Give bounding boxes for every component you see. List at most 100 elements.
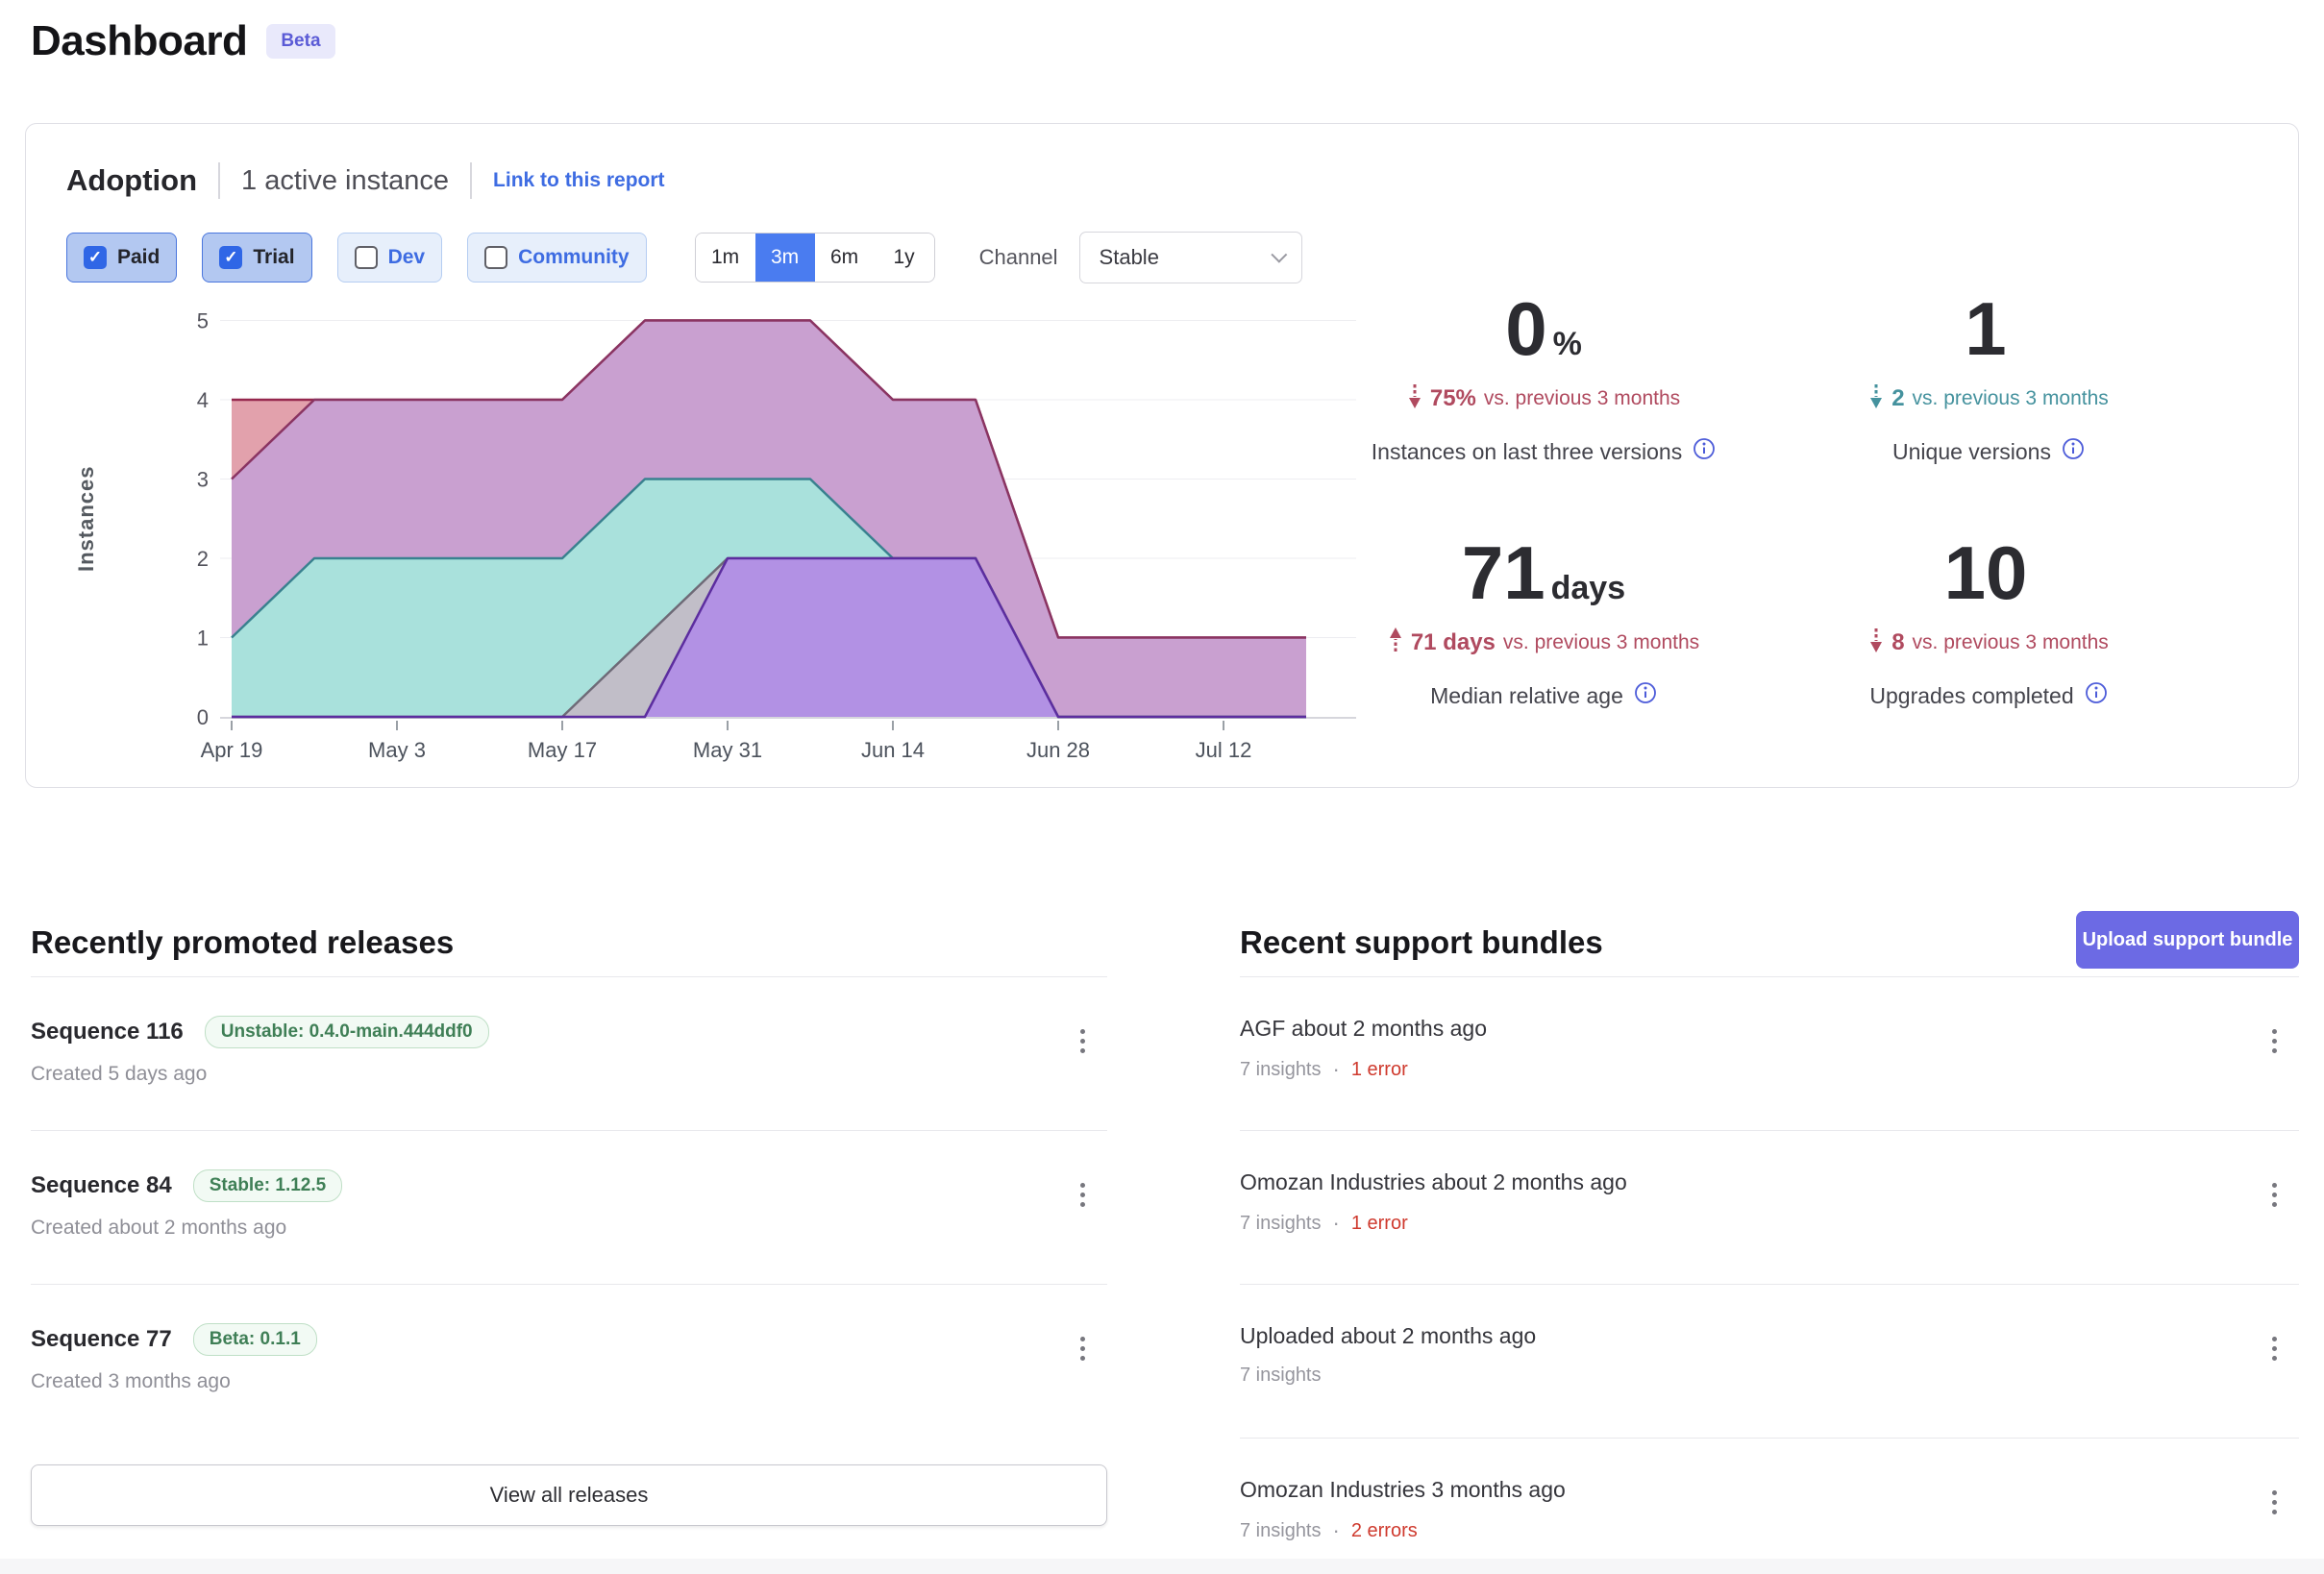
bundle-row[interactable]: Omozan Industries about 2 months ago 7 i… <box>1240 1130 2299 1284</box>
release-title: Sequence 116 <box>31 1019 184 1045</box>
range-1y[interactable]: 1y <box>874 234 934 282</box>
stat-delta: 71 days <box>1410 629 1496 655</box>
bundles-heading: Recent support bundles <box>1240 924 1603 960</box>
stat-unique-versions: 1 2 vs. previous 3 months Unique versions <box>1768 291 2210 466</box>
svg-text:3: 3 <box>197 468 209 492</box>
kebab-menu-icon[interactable] <box>1067 1173 1098 1216</box>
release-created: Created 3 months ago <box>31 1370 231 1392</box>
license-filters: ✓ Paid ✓ Trial Dev Community <box>66 233 647 283</box>
divider <box>470 162 473 199</box>
page-bottom-strip <box>0 1559 2324 1574</box>
dot-separator: · <box>1332 1518 1340 1542</box>
filter-label: Dev <box>387 246 426 268</box>
info-icon[interactable] <box>2062 437 2085 466</box>
release-row[interactable]: Sequence 84 Stable: 1.12.5 Created about… <box>31 1130 1107 1284</box>
filter-label: Community <box>518 246 630 268</box>
stat-value: 10 <box>1943 530 2028 615</box>
chevron-down-icon <box>1270 246 1287 263</box>
stat-unit: days <box>1550 570 1626 606</box>
stat-delta: 75% <box>1429 385 1476 411</box>
checkbox-icon[interactable] <box>484 246 508 269</box>
channel-control: Channel Stable <box>979 232 1302 283</box>
svg-text:May 3: May 3 <box>368 738 426 762</box>
release-row[interactable]: Sequence 77 Beta: 0.1.1 Created 3 months… <box>31 1284 1107 1438</box>
upload-support-bundle-button[interactable]: Upload support bundle <box>2076 911 2299 969</box>
filter-label: Trial <box>253 246 295 268</box>
release-row[interactable]: Sequence 116 Unstable: 0.4.0-main.444ddf… <box>31 976 1107 1130</box>
svg-text:Jun 14: Jun 14 <box>861 738 925 762</box>
bundle-row[interactable]: Uploaded about 2 months ago 7 insights · <box>1240 1284 2299 1438</box>
divider <box>218 162 221 199</box>
stat-delta-suffix: vs. previous 3 months <box>1912 631 2109 653</box>
svg-text:Jun 28: Jun 28 <box>1026 738 1090 762</box>
info-icon[interactable] <box>1634 681 1657 710</box>
trend-arrow-icon <box>1868 381 1884 416</box>
kebab-menu-icon[interactable] <box>2259 1020 2289 1062</box>
release-title: Sequence 84 <box>31 1172 172 1198</box>
stat-value: 71 <box>1461 530 1545 615</box>
info-icon[interactable] <box>2085 681 2108 710</box>
channel-select[interactable]: Stable <box>1078 232 1302 283</box>
svg-text:May 17: May 17 <box>528 738 597 762</box>
view-all-releases-button[interactable]: View all releases <box>31 1464 1107 1526</box>
info-icon[interactable] <box>1693 437 1716 466</box>
kebab-menu-icon[interactable] <box>2259 1173 2289 1216</box>
kebab-menu-icon[interactable] <box>2259 1481 2289 1523</box>
area-chart: 0 1 2 3 4 5 Instances Apr 19 May 3 May 17 May 31 Ju… <box>74 309 1356 762</box>
checkbox-icon[interactable] <box>354 246 378 269</box>
stat-delta: 8 <box>1891 629 1905 655</box>
checkbox-icon[interactable]: ✓ <box>84 246 107 269</box>
kebab-menu-icon[interactable] <box>1067 1327 1098 1369</box>
bundle-insights: 7 insights <box>1240 1212 1322 1234</box>
checkbox-icon[interactable]: ✓ <box>219 246 243 269</box>
bundle-title: Omozan Industries 3 months ago <box>1240 1477 1566 1502</box>
stat-delta-suffix: vs. previous 3 months <box>1483 387 1681 409</box>
bundle-insights: 7 insights <box>1240 1058 1322 1080</box>
kebab-menu-icon[interactable] <box>2259 1327 2289 1369</box>
bundle-row[interactable]: AGF about 2 months ago 7 insights · 1 er… <box>1240 976 2299 1130</box>
stat-label: Median relative age <box>1430 682 1623 708</box>
adoption-controls: ✓ Paid ✓ Trial Dev Community 1m 3m <box>66 232 1302 283</box>
svg-text:Instances: Instances <box>74 466 98 573</box>
stat-value: 0 <box>1505 286 1547 371</box>
bundle-title: Uploaded about 2 months ago <box>1240 1323 1537 1348</box>
bundle-insights: 7 insights <box>1240 1519 1322 1541</box>
svg-text:0: 0 <box>197 705 209 729</box>
filter-dev[interactable]: Dev <box>336 233 443 283</box>
bundle-insights: 7 insights <box>1240 1365 1322 1386</box>
time-range-selector: 1m 3m 6m 1y <box>694 233 935 283</box>
filter-paid[interactable]: ✓ Paid <box>66 233 178 283</box>
bundle-title: Omozan Industries about 2 months ago <box>1240 1169 1627 1194</box>
svg-text:Jul 12: Jul 12 <box>1196 738 1252 762</box>
release-channel-badge: Beta: 0.1.1 <box>192 1323 317 1356</box>
svg-text:May 31: May 31 <box>693 738 762 762</box>
adoption-card: Adoption 1 active instance Link to this … <box>25 123 2299 788</box>
bundle-title: AGF about 2 months ago <box>1240 1016 1487 1041</box>
svg-text:Apr 19: Apr 19 <box>201 738 263 762</box>
stat-value: 1 <box>1965 286 2007 371</box>
dot-separator: · <box>1332 1057 1340 1081</box>
stat-delta-suffix: vs. previous 3 months <box>1912 387 2109 409</box>
svg-text:2: 2 <box>197 547 209 571</box>
stat-label: Instances on last three versions <box>1371 438 1683 464</box>
stat-label: Upgrades completed <box>1869 682 2074 708</box>
dot-separator: · <box>1332 1211 1340 1235</box>
link-to-report[interactable]: Link to this report <box>493 169 665 191</box>
filter-community[interactable]: Community <box>467 233 647 283</box>
svg-text:1: 1 <box>197 627 209 651</box>
release-title: Sequence 77 <box>31 1326 172 1352</box>
adoption-chart: 0 1 2 3 4 5 Instances Apr 19 May 3 May 17 May 31 Ju… <box>68 304 1375 770</box>
adoption-title: Adoption <box>66 163 198 197</box>
bundle-errors: 1 error <box>1350 1058 1408 1080</box>
release-channel-badge: Stable: 1.12.5 <box>192 1169 343 1202</box>
range-1m[interactable]: 1m <box>695 234 755 282</box>
range-3m[interactable]: 3m <box>754 234 815 282</box>
filter-trial[interactable]: ✓ Trial <box>202 233 312 283</box>
stat-label: Unique versions <box>1892 438 2051 464</box>
range-6m[interactable]: 6m <box>814 234 875 282</box>
bundle-row[interactable]: Omozan Industries 3 months ago 7 insight… <box>1240 1438 2299 1574</box>
channel-value: Stable <box>1099 245 1159 269</box>
trend-arrow-icon <box>1407 381 1422 416</box>
kebab-menu-icon[interactable] <box>1067 1020 1098 1062</box>
